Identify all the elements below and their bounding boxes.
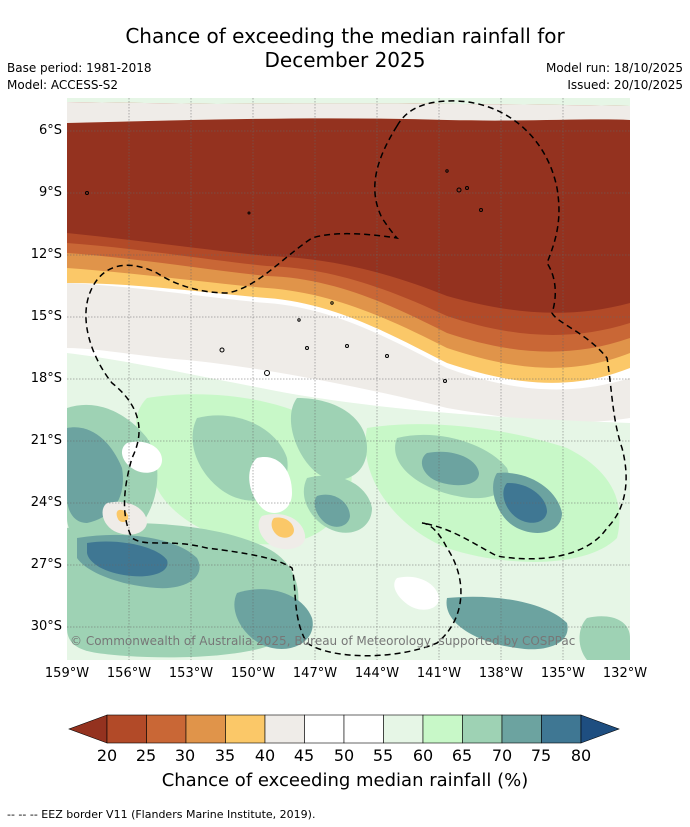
eez-legend-note: -- -- -- EEZ border V11 (Flanders Marine… <box>7 808 316 821</box>
colorbar-tick-50: 50 <box>333 746 355 765</box>
meta-left: Base period: 1981-2018 Model: ACCESS-S2 <box>7 60 152 94</box>
y-tick-15s: 15°S <box>30 309 62 324</box>
x-tick-132w: 132°W <box>602 666 648 681</box>
rainfall-map <box>67 98 630 660</box>
colorbar-cell <box>146 714 187 744</box>
colorbar-svg <box>68 714 620 744</box>
colorbar-arrow-low <box>68 714 108 744</box>
colorbar-tick-20: 20 <box>96 746 118 765</box>
meta-right: Model run: 18/10/2025 Issued: 20/10/2025 <box>546 60 683 94</box>
colorbar-cell <box>383 714 424 744</box>
colorbar-tick-60: 60 <box>412 746 434 765</box>
model-run: Model run: 18/10/2025 <box>545 61 683 75</box>
x-tick-159w: 159°W <box>44 666 90 681</box>
title-line-1: Chance of exceeding the median rainfall … <box>125 24 565 48</box>
colorbar-tick-30: 30 <box>174 746 196 765</box>
y-tick-12s: 12°S <box>30 247 62 262</box>
y-tick-24s: 24°S <box>30 495 62 510</box>
y-tick-30s: 30°S <box>30 619 62 634</box>
y-tick-18s: 18°S <box>30 371 62 386</box>
x-tick-138w: 138°W <box>478 666 524 681</box>
map-title: Chance of exceeding the median rainfall … <box>0 24 690 72</box>
copyright-notice: © Commonwealth of Australia 2025, Bureau… <box>70 634 576 648</box>
colorbar-tick-25: 25 <box>135 746 157 765</box>
colorbar-cell <box>422 714 463 744</box>
colorbar-cell <box>185 714 226 744</box>
colorbar-tick-75: 75 <box>530 746 552 765</box>
x-tick-156w: 156°W <box>106 666 152 681</box>
base-period: Base period: 1981-2018 <box>7 61 152 75</box>
colorbar <box>60 708 630 752</box>
colorbar-tick-45: 45 <box>293 746 315 765</box>
model-name: Model: ACCESS-S2 <box>7 78 119 92</box>
colorbar-cell <box>541 714 582 744</box>
colorbar-cell <box>343 714 384 744</box>
title-line-2: December 2025 <box>264 48 426 72</box>
colorbar-tick-70: 70 <box>491 746 513 765</box>
x-tick-153w: 153°W <box>168 666 214 681</box>
y-tick-9s: 9°S <box>38 185 62 200</box>
issued-date: Issued: 20/10/2025 <box>567 78 683 92</box>
colorbar-cell <box>225 714 266 744</box>
y-tick-6s: 6°S <box>38 123 62 138</box>
colorbar-cell <box>106 714 147 744</box>
map-canvas <box>67 98 630 660</box>
colorbar-arrow-high <box>580 714 620 744</box>
colorbar-tick-55: 55 <box>372 746 394 765</box>
colorbar-cell <box>264 714 305 744</box>
x-tick-141w: 141°W <box>416 666 462 681</box>
colorbar-tick-40: 40 <box>254 746 276 765</box>
x-tick-150w: 150°W <box>230 666 276 681</box>
x-tick-147w: 147°W <box>292 666 338 681</box>
x-tick-135w: 135°W <box>540 666 586 681</box>
colorbar-tick-35: 35 <box>214 746 236 765</box>
y-tick-21s: 21°S <box>30 433 62 448</box>
colorbar-tick-65: 65 <box>451 746 473 765</box>
colorbar-label: Chance of exceeding median rainfall (%) <box>161 770 529 791</box>
colorbar-tick-80: 80 <box>570 746 592 765</box>
y-tick-27s: 27°S <box>30 557 62 572</box>
colorbar-cell <box>501 714 542 744</box>
colorbar-cell <box>304 714 345 744</box>
x-tick-144w: 144°W <box>354 666 400 681</box>
colorbar-cell <box>462 714 503 744</box>
